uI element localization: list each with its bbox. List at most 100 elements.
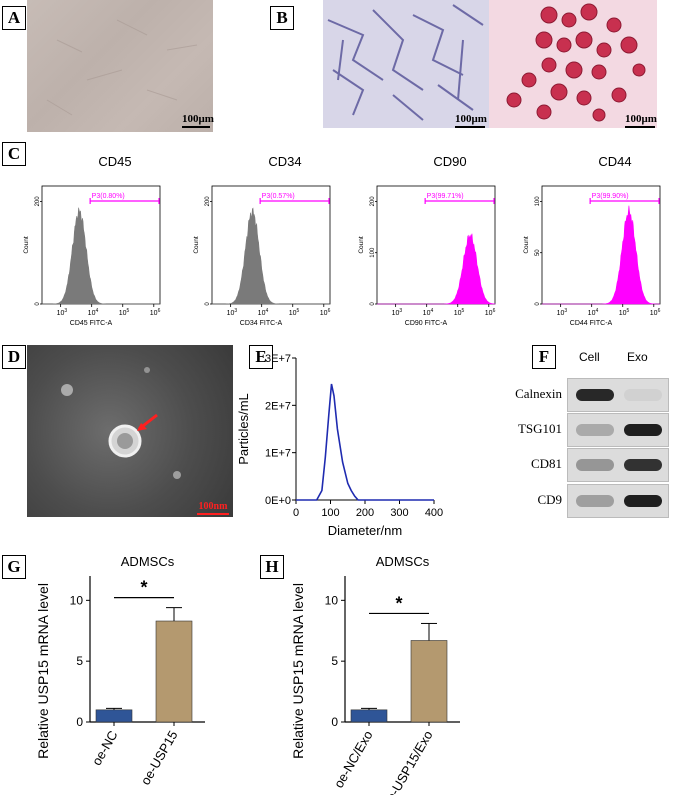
scale-bar-d: 100nm [197, 501, 229, 515]
y-tick-label: 0 [76, 715, 83, 729]
panel-label-b: B [270, 6, 294, 30]
histogram-fill [212, 207, 330, 305]
wb-band [624, 495, 662, 507]
y-tick-label: 100 [535, 196, 541, 207]
panel-label-h: H [260, 555, 284, 579]
x-tick-label: 105 [619, 308, 630, 317]
cell-texture [46, 19, 198, 116]
y-tick-label: 0E+0 [265, 495, 291, 507]
y-tick-label: 1E+7 [265, 448, 291, 460]
tem-image: 100nm [27, 345, 233, 517]
x-axis-label: CD90 FITC-A [405, 320, 448, 327]
y-tick-label: 0 [331, 715, 338, 729]
flow-title-cd44: CD44 [598, 154, 632, 169]
x-axis-label: CD44 FITC-A [570, 320, 613, 327]
bar-oe-nc-exo [350, 709, 388, 723]
x-tick-label: 300 [390, 507, 408, 519]
exosome-drawing [61, 367, 181, 479]
scale-bar-a: 100μm [182, 113, 214, 128]
flow-histogram-cd90: P3(99.71%) 0 100 200 Count 103 104 105 106 CD90 F… [358, 185, 496, 327]
y-tick-label: 2E+7 [265, 400, 291, 412]
y-axis-label: Count [523, 236, 530, 254]
wb-column-exo: Exo [627, 350, 648, 364]
flow-title-cd34: CD34 [268, 154, 302, 169]
flow-title-cd45: CD45 [98, 154, 132, 169]
wb-band [576, 389, 614, 401]
micrograph-b1: 100μm [323, 0, 489, 128]
bar-chart-h: ADMSCs 0 5 10 Relative USP15 mRNA level oe-NC… [290, 554, 460, 795]
wb-row-label-tsg101: TSG101 [517, 421, 562, 436]
histogram-fill [377, 233, 496, 305]
flow-histogram-cd34: P3(0.57%) 0 200 Count 103 104 105 106 CD34 FITC-… [193, 185, 331, 327]
x-tick-label: 100 [321, 507, 339, 519]
scale-bar-b2: 100μm [625, 113, 657, 128]
gate-label: P3(0.57%) [262, 193, 295, 200]
x-tick-label: 400 [425, 507, 443, 519]
x-tick-label: 106 [650, 308, 661, 317]
x-tick-label: oe-USP15/Exo [380, 728, 436, 795]
x-tick-label: 106 [150, 308, 161, 317]
y-tick-label: 0 [35, 302, 41, 306]
x-tick-label: 105 [289, 308, 300, 317]
y-axis-label: Particles/mL [236, 393, 251, 465]
x-axis-label: CD45 FITC-A [70, 320, 113, 327]
y-tick-label: 50 [535, 249, 541, 256]
wb-column-cell: Cell [579, 350, 600, 364]
y-axis-label: Count [23, 236, 30, 254]
y-tick-label: 0 [370, 302, 376, 306]
gate-label: P3(0.80%) [92, 193, 125, 200]
panel-label-f: F [532, 345, 556, 369]
x-tick-label: 105 [119, 308, 130, 317]
y-axis-label: Count [193, 236, 200, 254]
y-tick-label: 10 [70, 593, 84, 607]
y-tick-label: 200 [35, 196, 41, 207]
y-axis-label: Relative USP15 mRNA level [35, 583, 51, 759]
panel-label-a: A [2, 6, 26, 30]
wb-band [624, 459, 662, 471]
x-tick-label: 106 [485, 308, 496, 317]
y-tick-label: 5 [331, 654, 338, 668]
scale-label-b1: 100μm [455, 113, 487, 125]
x-tick-label: oe-USP15 [138, 728, 181, 787]
wb-strip-tsg101 [567, 413, 669, 447]
panel-label-c: C [2, 142, 26, 166]
y-tick-label: 200 [205, 196, 211, 207]
x-tick-label: 103 [557, 308, 568, 317]
adipo-stain [506, 3, 646, 122]
chart-title: ADMSCs [121, 554, 175, 569]
y-axis-label: Count [358, 236, 365, 254]
wb-row-label-cd81: CD81 [530, 456, 562, 471]
series-line [296, 383, 434, 501]
wb-strip-calnexin [567, 378, 669, 412]
gate-label: P3(99.90%) [592, 193, 629, 200]
x-tick-label: 104 [588, 308, 599, 317]
wb-band [624, 389, 662, 401]
histogram-fill [542, 205, 660, 305]
wb-strip-cd81 [567, 448, 669, 482]
x-tick-label: 103 [57, 308, 68, 317]
scale-label-b2: 100μm [625, 113, 657, 125]
x-tick-label: 0 [293, 507, 299, 519]
wb-band [576, 495, 614, 507]
y-tick-label: 200 [370, 196, 376, 207]
significance-star: * [140, 578, 147, 598]
y-tick-label: 0 [205, 302, 211, 306]
y-tick-label: 3E+7 [265, 353, 291, 365]
panel-label-g: G [2, 555, 26, 579]
nta-line-chart: 0E+0 1E+7 2E+7 3E+7 0 100 200 300 400 Diameter/nm… [236, 353, 443, 538]
bar-oe-usp15-exo [410, 640, 448, 723]
y-tick-label: 5 [76, 654, 83, 668]
bar-chart-g: ADMSCs 0 5 10 Relative USP15 mRNA level oe-NC… [35, 554, 205, 787]
x-axis-label: Diameter/nm [328, 523, 402, 538]
x-tick-label: 104 [423, 308, 434, 317]
x-tick-label: 106 [320, 308, 331, 317]
wb-strip-cd9 [567, 484, 669, 518]
bar-oe-usp15 [155, 620, 193, 723]
flow-histogram-cd45: P3(0.80%) 0 200 Count 103 104 105 106 CD45 FITC-… [23, 185, 161, 327]
y-tick-label: 10 [325, 593, 339, 607]
chart-title: ADMSCs [376, 554, 430, 569]
scale-label-a: 100μm [182, 113, 214, 125]
bar-oe-nc [95, 709, 133, 723]
micrograph-a: 100μm [27, 0, 214, 132]
x-axis-label: CD34 FITC-A [240, 320, 283, 327]
